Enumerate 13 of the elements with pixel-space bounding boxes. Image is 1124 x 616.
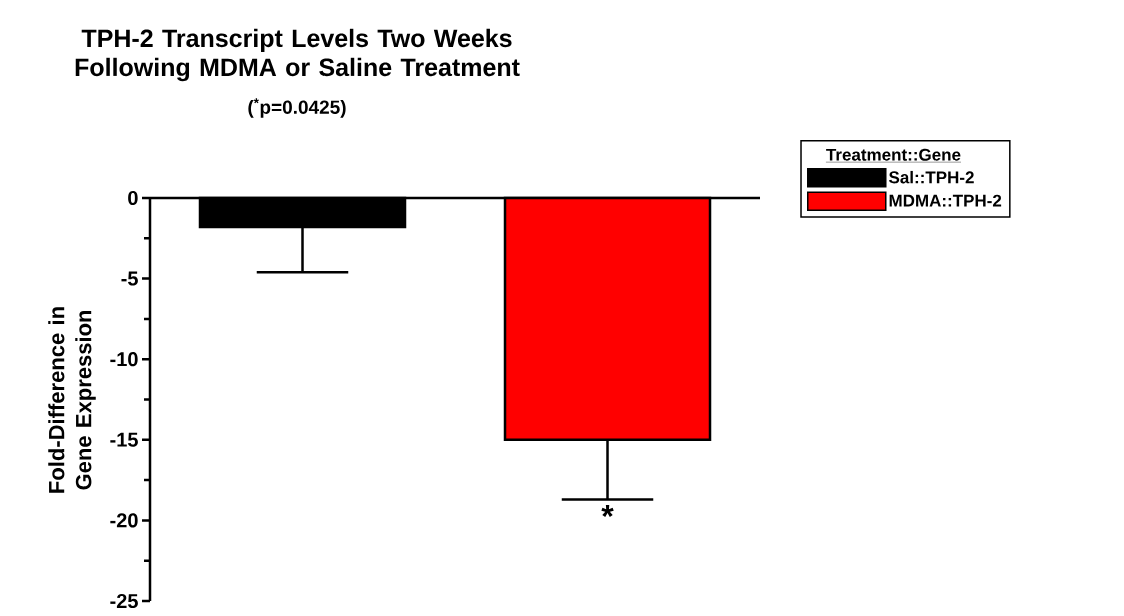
legend-label: MDMA::TPH-2 (889, 194, 1002, 207)
legend-label: Sal::TPH-2 (889, 170, 974, 184)
legend-title: Treatment::Gene (826, 148, 961, 161)
y-tick-label: -15 (110, 432, 138, 447)
y-tick-label: -20 (110, 513, 138, 528)
chart-title: TPH-2 Transcript Levels Two Weeks Following MDMA or Saline Treatment (75, 28, 520, 82)
y-axis-title: Fold-Difference in Gene Expression (48, 307, 96, 493)
chart-subtitle: ($^{*}$p=0.0425) (248, 98, 346, 118)
y-tick-label: 0 (128, 190, 138, 206)
annotation: * (601, 504, 614, 517)
y-tick-label: -10 (110, 352, 138, 367)
y-tick-label: -25 (110, 593, 138, 609)
y-tick-label: -5 (121, 271, 138, 286)
